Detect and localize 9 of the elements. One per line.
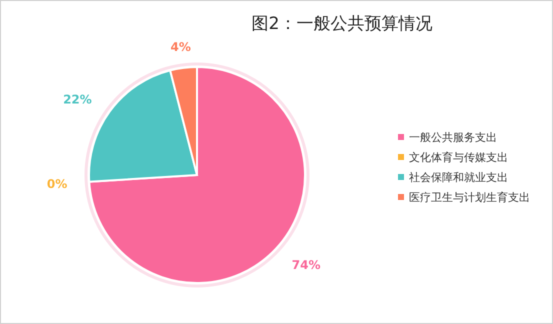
chart-title: 图2：一般公共预算情况	[252, 14, 432, 34]
legend-label: 医疗卫生与计划生育支出	[409, 191, 530, 204]
data-label: 74%	[292, 258, 320, 272]
data-label: 22%	[63, 92, 92, 107]
legend-label: 社会保障和就业支出	[409, 171, 508, 184]
legend-label: 文化体育与传媒支出	[409, 151, 508, 164]
data-label: 4%	[170, 40, 191, 54]
legend-label: 一般公共服务支出	[409, 131, 497, 144]
text: 0%	[46, 177, 68, 192]
